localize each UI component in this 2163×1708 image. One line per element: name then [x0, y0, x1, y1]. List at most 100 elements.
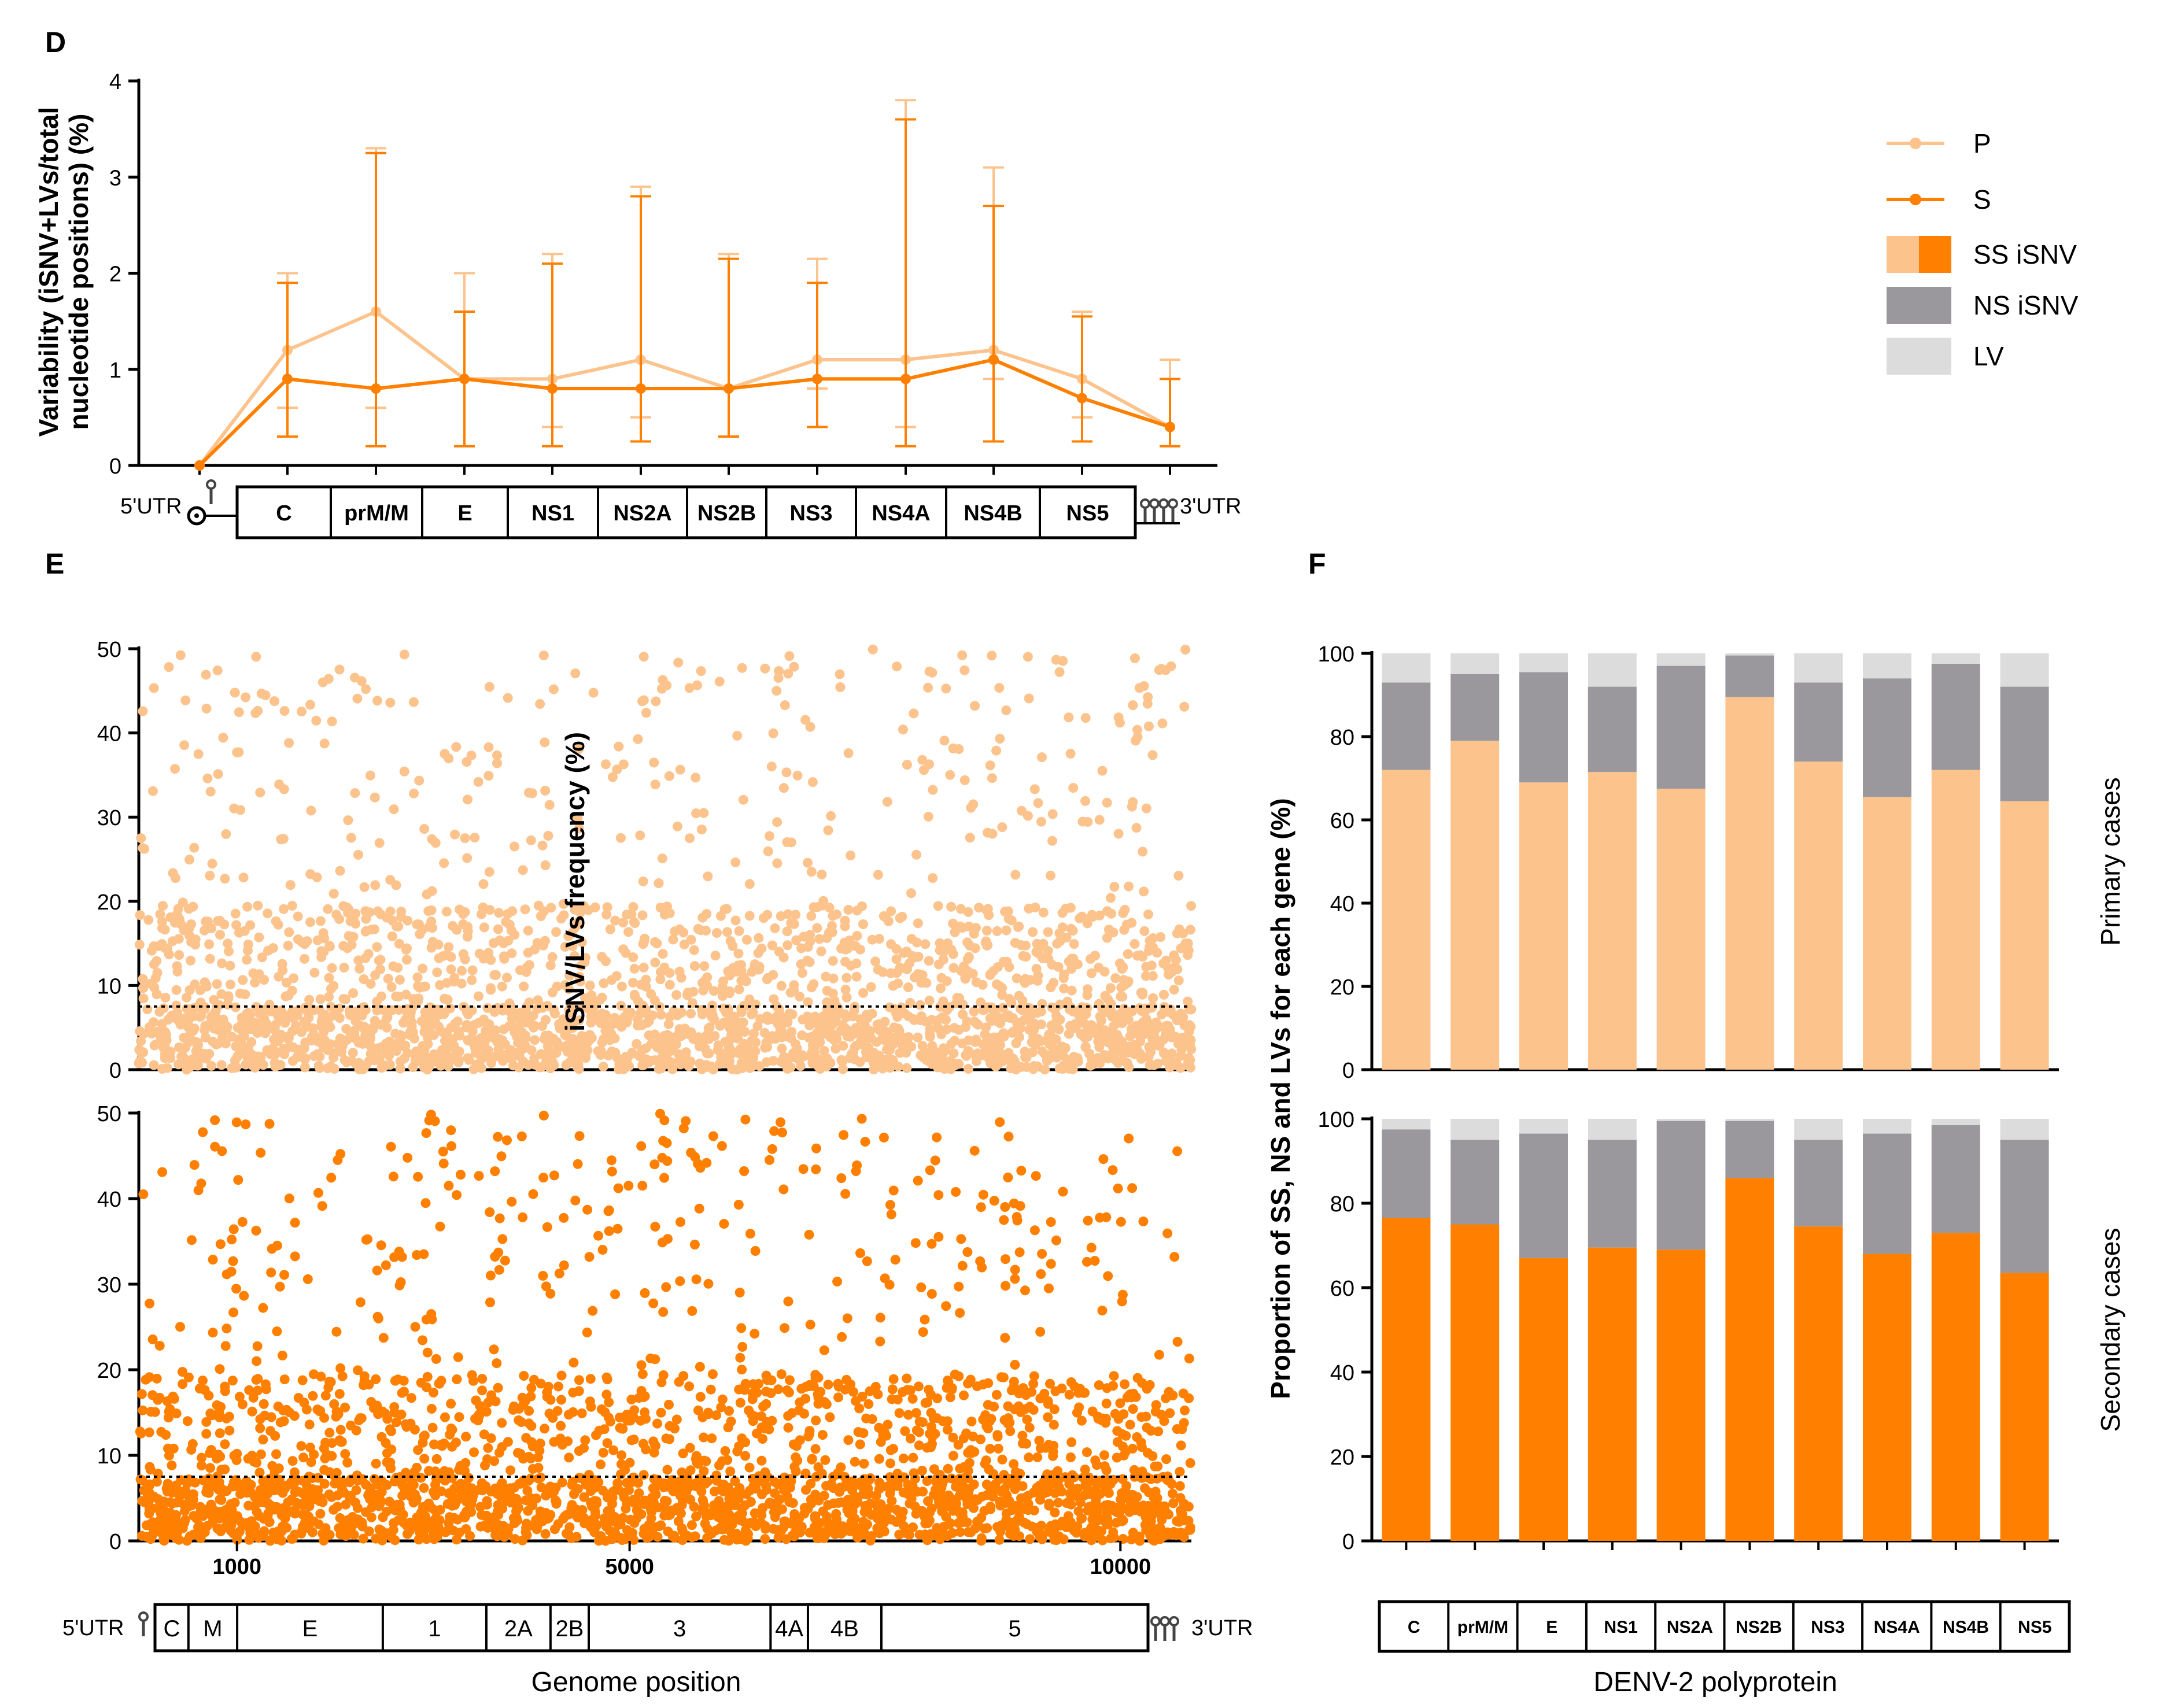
data-point — [1054, 1482, 1064, 1492]
data-point — [1183, 938, 1193, 949]
data-point — [1094, 815, 1105, 825]
data-point — [493, 924, 503, 934]
data-point — [1005, 1013, 1016, 1023]
data-point — [346, 1420, 356, 1430]
data-point — [673, 1049, 684, 1059]
data-point — [651, 696, 661, 707]
data-point — [396, 1277, 406, 1287]
data-point — [917, 1466, 927, 1476]
data-point — [384, 1036, 394, 1047]
data-point — [791, 910, 801, 920]
data-point — [610, 1289, 621, 1299]
data-point — [928, 873, 938, 883]
data-point — [193, 749, 204, 759]
data-point — [154, 1341, 165, 1351]
data-point — [198, 1376, 208, 1386]
data-point — [855, 1248, 865, 1258]
data-point — [415, 1528, 425, 1538]
data-point — [724, 1493, 734, 1504]
data-point — [909, 708, 919, 719]
data-point — [559, 1042, 569, 1052]
data-point — [1036, 1007, 1046, 1016]
data-point — [674, 966, 685, 977]
data-point — [783, 1422, 793, 1433]
data-point — [948, 1048, 959, 1059]
data-point — [862, 1256, 872, 1266]
data-point — [560, 1030, 570, 1040]
data-point — [248, 1392, 259, 1403]
data-point — [975, 1256, 985, 1266]
data-point — [650, 1222, 660, 1232]
data-point — [287, 1533, 298, 1544]
data-point — [163, 1051, 173, 1062]
data-point — [485, 905, 495, 915]
data-point — [383, 974, 393, 984]
data-point — [430, 838, 441, 848]
data-point — [652, 938, 662, 949]
data-point — [1127, 1444, 1138, 1454]
data-point — [1020, 940, 1031, 951]
data-point — [1125, 1031, 1135, 1041]
data-point — [560, 942, 570, 952]
data-point — [1010, 938, 1020, 948]
data-point — [483, 742, 494, 752]
data-point — [930, 1155, 940, 1166]
data-point — [660, 1051, 671, 1062]
data-point — [638, 1470, 649, 1480]
data-point — [795, 1397, 805, 1407]
data-point — [959, 665, 970, 675]
data-point — [854, 1403, 865, 1414]
data-point — [313, 1485, 323, 1495]
data-point — [650, 957, 660, 968]
data-point — [228, 1256, 238, 1266]
data-point — [1032, 1061, 1043, 1071]
data-point — [835, 682, 846, 692]
data-point — [843, 1435, 854, 1445]
data-point — [841, 992, 852, 1003]
data-point — [1127, 1006, 1137, 1016]
data-point — [992, 1016, 1003, 1027]
data-point — [1066, 985, 1077, 996]
data-point — [419, 1249, 429, 1259]
data-point — [753, 948, 763, 958]
data-point — [927, 1422, 936, 1432]
data-point — [835, 669, 845, 679]
data-point — [419, 1027, 430, 1037]
data-point — [372, 1005, 382, 1016]
data-point — [898, 724, 908, 735]
data-point — [1090, 1256, 1100, 1266]
data-point — [419, 1454, 430, 1464]
data-point — [1027, 1387, 1037, 1397]
data-point — [1099, 1025, 1110, 1036]
data-point — [319, 738, 330, 749]
data-point — [823, 825, 833, 835]
data-point — [777, 1044, 787, 1053]
data-point — [776, 1369, 787, 1380]
data-point — [855, 1439, 865, 1450]
data-point — [698, 985, 708, 996]
data-point — [618, 918, 628, 927]
data-point — [1120, 1379, 1130, 1389]
data-point — [702, 1030, 713, 1041]
data-point — [1086, 954, 1096, 964]
data-point — [1105, 983, 1116, 993]
data-point — [1178, 1388, 1188, 1399]
legend-s-marker — [1910, 194, 1921, 205]
data-point — [724, 383, 734, 394]
data-point — [553, 1519, 563, 1529]
data-point — [474, 1171, 484, 1181]
data-point — [260, 1410, 270, 1421]
data-point — [625, 1458, 635, 1468]
data-point — [158, 1043, 169, 1053]
data-point — [135, 1474, 146, 1485]
data-point — [988, 354, 999, 365]
data-point — [259, 1514, 269, 1524]
data-point — [874, 1454, 884, 1464]
data-point — [636, 383, 646, 394]
data-point — [987, 650, 997, 661]
data-point — [750, 1246, 761, 1256]
data-point — [999, 1215, 1009, 1225]
data-point — [658, 949, 668, 959]
data-point — [1184, 1354, 1194, 1364]
